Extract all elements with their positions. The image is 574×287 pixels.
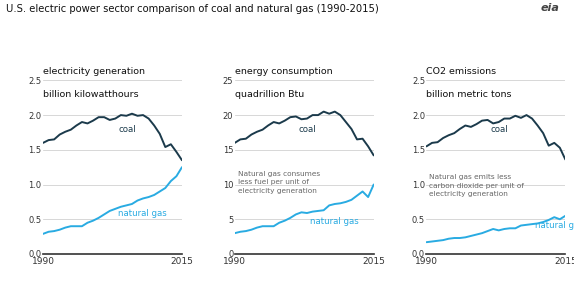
Text: eia: eia <box>541 3 560 13</box>
Text: quadrillion Btu: quadrillion Btu <box>235 90 304 99</box>
Text: natural gas: natural gas <box>118 209 167 218</box>
Text: coal: coal <box>490 125 508 134</box>
Text: billion metric tons: billion metric tons <box>426 90 512 99</box>
Text: Natural gas consumes
less fuel per unit of
electricity generation: Natural gas consumes less fuel per unit … <box>238 171 320 194</box>
Text: electricity generation: electricity generation <box>43 67 145 76</box>
Text: coal: coal <box>118 125 135 134</box>
Text: coal: coal <box>298 125 316 134</box>
Text: CO2 emissions: CO2 emissions <box>426 67 497 76</box>
Text: energy consumption: energy consumption <box>235 67 332 76</box>
Text: U.S. electric power sector comparison of coal and natural gas (1990-2015): U.S. electric power sector comparison of… <box>6 4 378 14</box>
Text: natural gas: natural gas <box>535 221 574 230</box>
Text: billion kilowatthours: billion kilowatthours <box>43 90 139 99</box>
Text: Natural gas emits less
carbon dioxide per unit of
electricity generation: Natural gas emits less carbon dioxide pe… <box>429 174 524 197</box>
Text: natural gas: natural gas <box>310 217 359 226</box>
